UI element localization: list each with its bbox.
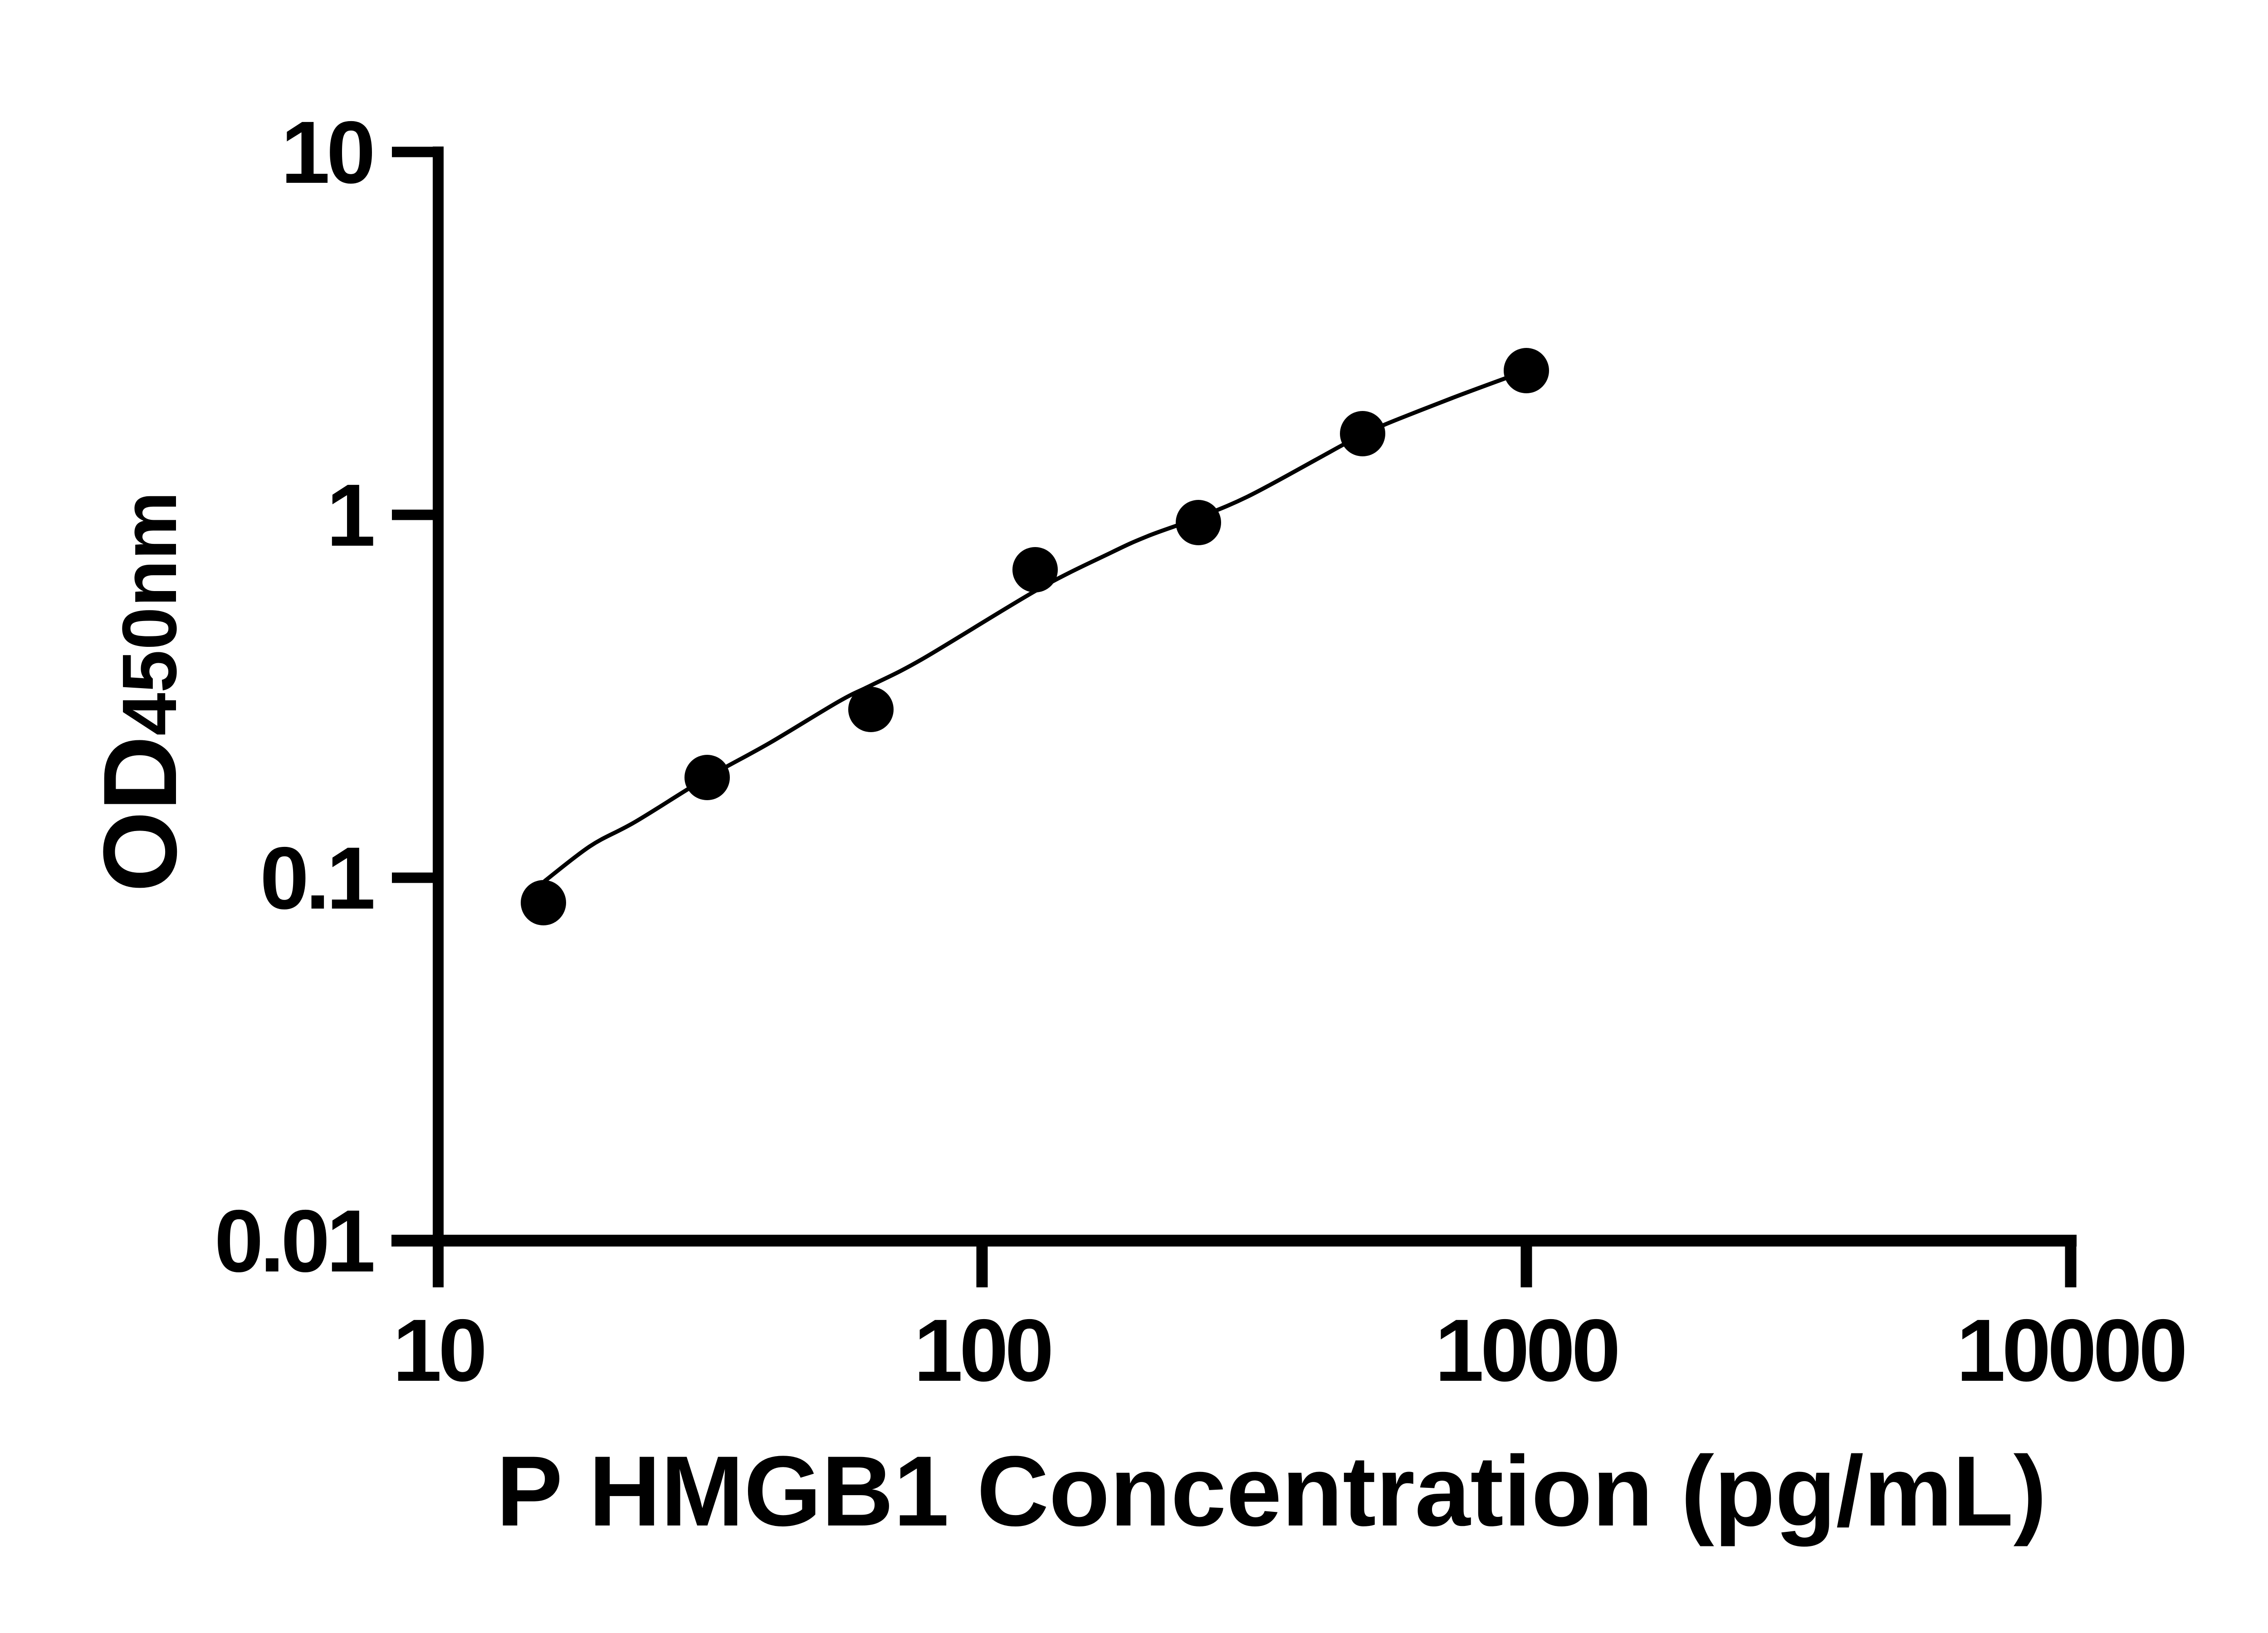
- svg-text:10: 10: [393, 1301, 484, 1400]
- svg-text:0.1: 0.1: [260, 829, 374, 928]
- svg-text:1: 1: [327, 466, 374, 565]
- svg-text:1000: 1000: [1435, 1301, 1617, 1400]
- svg-text:OD450nm: OD450nm: [82, 491, 198, 892]
- svg-text:100: 100: [914, 1301, 1051, 1400]
- svg-text:10000: 10000: [1956, 1301, 2185, 1400]
- svg-text:0.01: 0.01: [214, 1192, 373, 1291]
- svg-text:P HMGB1 Concentration (pg/mL): P HMGB1 Concentration (pg/mL): [496, 1435, 2047, 1547]
- svg-text:10: 10: [281, 103, 372, 202]
